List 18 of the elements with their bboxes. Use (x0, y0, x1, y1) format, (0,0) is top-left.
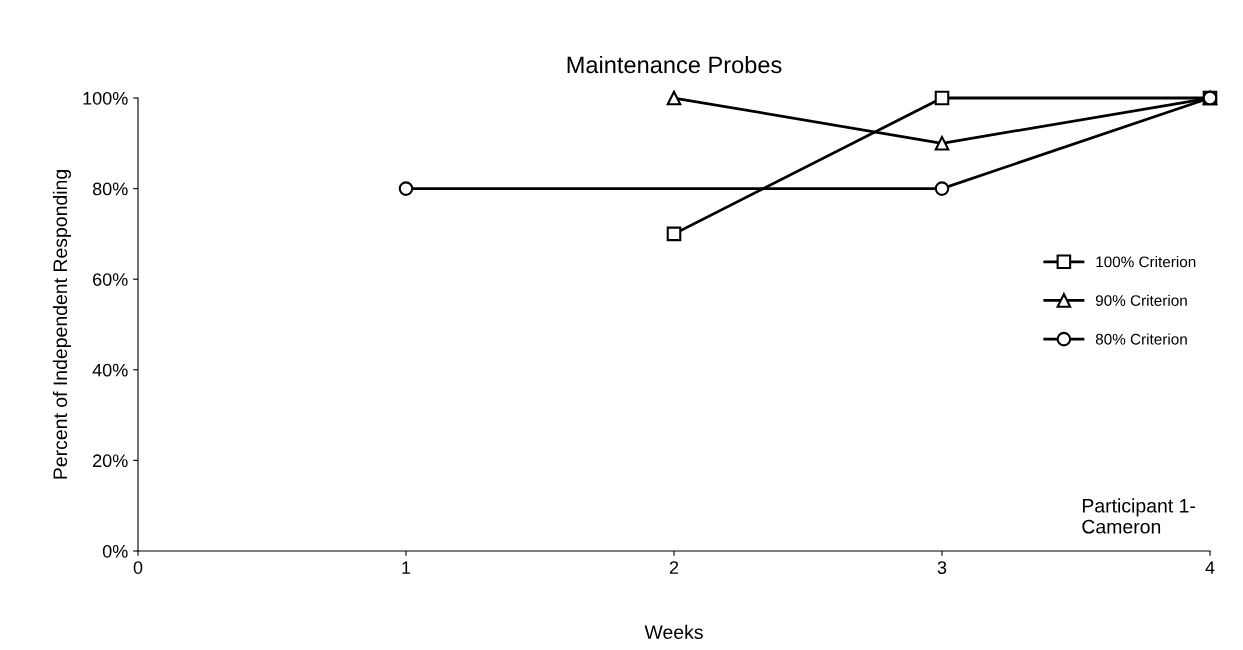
x-tick-label: 0 (133, 561, 143, 574)
legend-label: 80% Criterion (1095, 333, 1187, 345)
x-tick-label: 1 (402, 561, 411, 574)
x-axis-title: Weeks (644, 624, 703, 640)
x-tick-label: 2 (669, 561, 679, 574)
y-tick-label: 100% (83, 91, 128, 105)
chart-title: Maintenance Probes (567, 55, 782, 74)
y-tick-label: 0% (102, 544, 128, 558)
y-tick-label: 40% (92, 363, 128, 377)
annotation: Participant 1- Cameron (1082, 498, 1196, 534)
x-tick-label: 4 (1205, 561, 1215, 574)
y-tick-label: 80% (92, 182, 128, 196)
x-tick-label: 3 (937, 561, 947, 574)
y-tick-label: 60% (93, 273, 128, 286)
legend-label: 90% Criterion (1095, 294, 1187, 306)
y-axis-title: Percent of Independent Responding (52, 170, 71, 479)
y-tick-label: 20% (93, 454, 128, 468)
legend-label: 100% Criterion (1096, 256, 1196, 268)
